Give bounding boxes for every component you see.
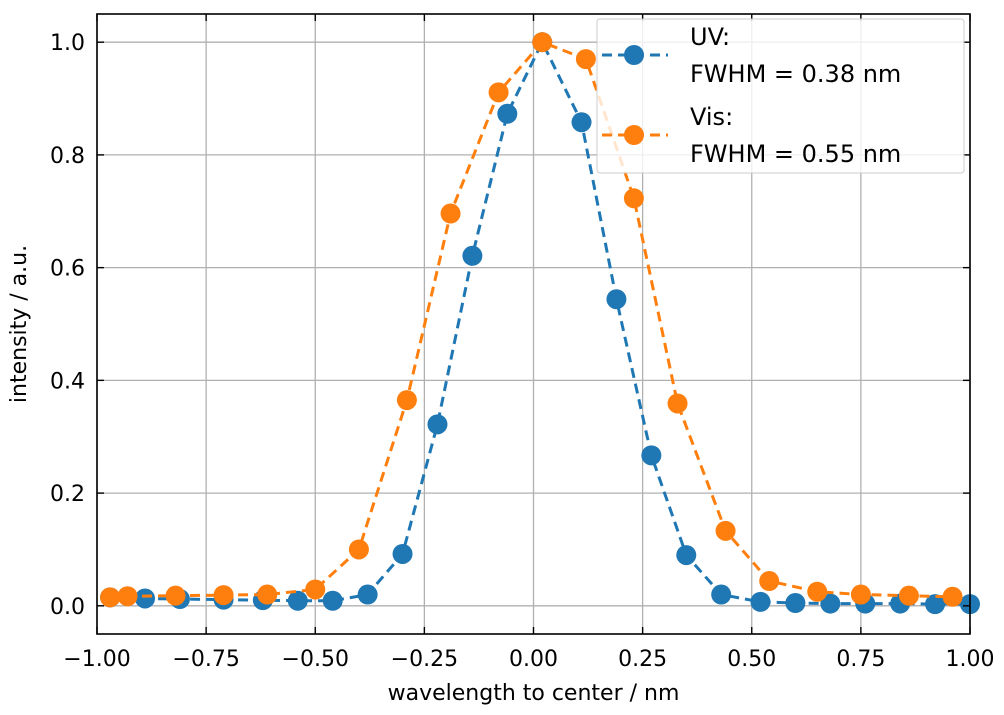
y-tick-label: 0.2 xyxy=(50,482,85,507)
legend-box xyxy=(596,18,965,174)
data-point xyxy=(898,585,919,606)
data-point xyxy=(942,586,963,607)
data-point xyxy=(641,445,662,466)
data-point xyxy=(287,590,308,611)
data-point xyxy=(606,289,627,310)
legend-swatch-marker-vis xyxy=(624,125,644,145)
data-point xyxy=(213,585,234,606)
x-tick-label: 0.75 xyxy=(836,647,885,672)
ticks: −1.00 −0.75 −0.50 −0.25 0.00 0.25 0.50 0.75 1.00… xyxy=(50,14,994,672)
data-point xyxy=(322,590,343,611)
series-vis xyxy=(100,32,963,608)
legend-fwhm-vis: FWHM = 0.55 nm xyxy=(690,140,901,168)
data-point xyxy=(396,390,417,411)
data-point xyxy=(440,203,461,224)
data-point xyxy=(135,588,156,609)
data-point xyxy=(488,82,509,103)
data-point xyxy=(750,591,771,612)
data-point xyxy=(165,585,186,606)
x-tick-label: 0.25 xyxy=(618,647,667,672)
x-tick-label: −0.75 xyxy=(172,647,239,672)
y-axis-label: intensity / a.u. xyxy=(7,245,32,403)
data-point xyxy=(759,571,780,592)
legend-entry-vis: Vis: FWHM = 0.55 nm xyxy=(602,103,901,168)
data-point xyxy=(623,188,644,209)
data-point xyxy=(676,545,697,566)
data-point xyxy=(305,579,326,600)
data-point xyxy=(100,587,121,608)
data-point xyxy=(667,393,688,414)
y-tick-label: 0.0 xyxy=(50,595,85,620)
x-tick-label: 0.00 xyxy=(509,647,558,672)
series-layer xyxy=(100,32,980,615)
data-point xyxy=(711,584,732,605)
data-point xyxy=(117,586,138,607)
data-point xyxy=(715,520,736,541)
legend: UV: FWHM = 0.38 nm Vis: FWHM = 0.55 nm xyxy=(596,18,965,174)
x-tick-label: 0.50 xyxy=(727,647,776,672)
data-point xyxy=(257,584,278,605)
data-point xyxy=(575,49,596,70)
data-point xyxy=(497,103,518,124)
y-tick-label: 0.4 xyxy=(50,369,85,394)
data-point xyxy=(357,584,378,605)
data-point xyxy=(532,32,553,53)
legend-swatch-marker-uv xyxy=(624,45,644,65)
legend-label-vis: Vis: xyxy=(690,103,733,131)
data-point xyxy=(427,414,448,435)
data-point xyxy=(462,245,483,266)
y-tick-label: 0.8 xyxy=(50,144,85,169)
data-point xyxy=(348,539,369,560)
data-point xyxy=(850,584,871,605)
x-tick-label: 1.00 xyxy=(946,647,995,672)
data-point xyxy=(392,543,413,564)
legend-entry-uv: UV: FWHM = 0.38 nm xyxy=(602,23,901,88)
x-tick-label: −0.25 xyxy=(391,647,458,672)
data-point xyxy=(785,593,806,613)
legend-fwhm-uv: FWHM = 0.38 nm xyxy=(690,60,901,88)
data-point xyxy=(571,112,592,133)
data-point xyxy=(807,581,828,602)
y-tick-label: 0.6 xyxy=(50,257,85,282)
x-tick-label: −1.00 xyxy=(63,647,130,672)
x-axis-label: wavelength to center / nm xyxy=(388,681,680,706)
y-tick-label: 1.0 xyxy=(50,31,85,56)
data-point xyxy=(820,593,841,614)
data-point xyxy=(925,594,946,615)
legend-label-uv: UV: xyxy=(690,23,730,51)
x-tick-label: −0.50 xyxy=(282,647,349,672)
